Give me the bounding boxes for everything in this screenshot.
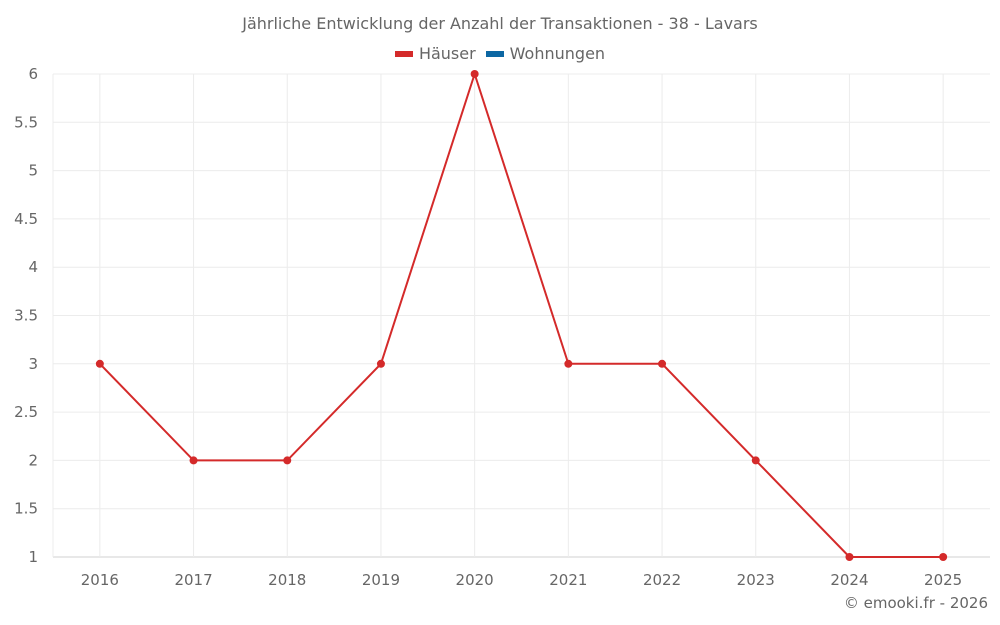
data-point[interactable]: [845, 553, 854, 561]
y-tick-label: 1: [28, 548, 38, 566]
x-tick-label: 2024: [830, 571, 868, 589]
data-point[interactable]: [564, 359, 573, 368]
y-tick-label: 1.5: [14, 500, 38, 518]
legend-label-haeuser: Häuser: [418, 44, 476, 63]
y-tick-label: 5.5: [14, 113, 38, 131]
y-tick-label: 6: [28, 65, 38, 83]
data-point[interactable]: [751, 456, 760, 465]
data-point[interactable]: [376, 359, 385, 368]
data-point[interactable]: [658, 359, 667, 368]
legend-item-wohnungen[interactable]: Wohnungen: [485, 44, 606, 63]
legend-swatch-wohnungen: [485, 50, 504, 57]
y-tick-label: 2: [28, 451, 38, 469]
x-tick-label: 2025: [924, 571, 962, 589]
y-tick-label: 3.5: [14, 307, 38, 325]
x-tick-label: 2017: [174, 571, 212, 589]
legend-label-wohnungen: Wohnungen: [509, 44, 606, 63]
y-tick-label: 3: [28, 355, 38, 373]
x-tick-label: 2022: [643, 571, 681, 589]
x-tick-label: 2018: [268, 571, 306, 589]
y-tick-label: 4: [28, 258, 38, 276]
chart-title: Jährliche Entwicklung der Anzahl der Tra…: [242, 14, 758, 33]
data-point[interactable]: [189, 456, 198, 465]
data-point[interactable]: [939, 553, 948, 561]
x-tick-label: 2023: [737, 571, 775, 589]
x-tick-label: 2020: [456, 571, 494, 589]
legend-swatch-haeuser: [394, 50, 413, 57]
y-tick-label: 5: [28, 162, 38, 180]
y-tick-label: 2.5: [14, 403, 38, 421]
copyright-footer: © emooki.fr - 2026: [843, 594, 988, 612]
data-point[interactable]: [95, 359, 104, 368]
legend: Häuser Wohnungen: [0, 44, 1000, 63]
x-tick-label: 2021: [549, 571, 587, 589]
data-point[interactable]: [283, 456, 292, 465]
y-tick-label: 4.5: [14, 210, 38, 228]
data-point[interactable]: [470, 70, 479, 78]
series-line: [99, 70, 944, 558]
legend-item-haeuser[interactable]: Häuser: [394, 44, 476, 63]
x-tick-label: 2019: [362, 571, 400, 589]
x-tick-label: 2016: [81, 571, 119, 589]
